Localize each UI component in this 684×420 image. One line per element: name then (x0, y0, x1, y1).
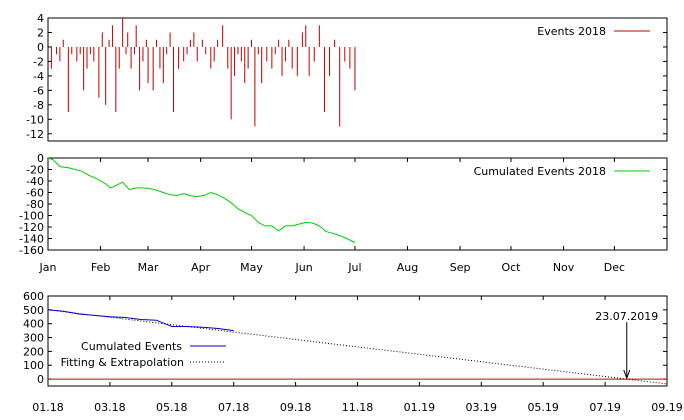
x-tick-label: Sep (450, 261, 471, 274)
x-tick-label: Jun (294, 261, 312, 274)
x-tick-label: 05.19 (527, 401, 559, 414)
x-tick-label: Nov (553, 261, 575, 274)
y-tick-label: -4 (33, 70, 44, 83)
x-tick-label: Jul (347, 261, 361, 274)
x-tick-label: 11.18 (342, 401, 374, 414)
y-tick-label: 200 (23, 345, 44, 358)
y-tick-label: -120 (19, 221, 44, 234)
y-tick-label: -80 (26, 198, 44, 211)
cumulated-events-line (47, 309, 234, 332)
y-tick-label: -160 (19, 244, 44, 257)
y-tick-label: 500 (23, 304, 44, 317)
legend-label: Cumulated Events 2018 (474, 165, 606, 178)
y-tick-label: 600 (23, 290, 44, 303)
y-tick-label: -60 (26, 187, 44, 200)
y-tick-label: -100 (19, 210, 44, 223)
x-tick-label: Oct (501, 261, 521, 274)
fit-extrapolation-line (47, 309, 668, 385)
x-tick-label: Apr (191, 261, 211, 274)
y-tick-label: 400 (23, 318, 44, 331)
x-tick-label: 09.18 (280, 401, 312, 414)
y-tick-label: 0 (37, 41, 44, 54)
x-tick-label: Dec (604, 261, 625, 274)
x-tick-label: 07.19 (589, 401, 621, 414)
y-tick-label: -12 (26, 128, 44, 141)
events-bar-panel: 42 0-2 -4-6 -8-10 -12 Events 2018 (26, 12, 668, 142)
legend-label: Cumulated Events (81, 340, 182, 353)
x-tick-label: 01.18 (32, 401, 64, 414)
x-tick-label: Feb (91, 261, 110, 274)
y-tick-label: 4 (37, 12, 44, 25)
x-tick-label: 05.18 (156, 401, 188, 414)
y-tick-label: -40 (26, 175, 44, 188)
x-tick-label: May (240, 261, 263, 274)
x-tick-label: Jan (39, 261, 57, 274)
x-tick-label: Aug (397, 261, 418, 274)
x-tick-label: 03.19 (466, 401, 498, 414)
x-tick-label: 09.19 (651, 401, 683, 414)
y-tick-label: 0 (37, 152, 44, 165)
cumulated-events-panel: 0-20-40-60-80-100-120-140-160 Jan Feb Mar Ap… (19, 152, 668, 274)
annotation-label: 23.07.2019 (595, 310, 658, 323)
annotation-arrow-head (623, 369, 631, 380)
y-tick-label: -2 (33, 55, 44, 68)
y-tick-label: -20 (26, 164, 44, 177)
y-tick-label: 100 (23, 359, 44, 372)
y-tick-label: -140 (19, 233, 44, 246)
cumulated-line (47, 157, 356, 243)
x-tick-label: 01.19 (404, 401, 436, 414)
x-tick-label: Mar (138, 261, 159, 274)
plot-frame (47, 17, 668, 142)
y-tick-label: -6 (33, 84, 44, 97)
y-tick-label: 2 (37, 26, 44, 39)
y-tick-label: -8 (33, 99, 44, 112)
y-tick-label: -10 (26, 113, 44, 126)
y-tick-label: 300 (23, 332, 44, 345)
y-tick-label: 0 (37, 373, 44, 386)
legend-label: Events 2018 (537, 25, 606, 38)
legend-label: Fitting & Extrapolation (61, 356, 184, 369)
x-tick-label: 03.18 (94, 401, 126, 414)
x-tick-label: 07.18 (218, 401, 250, 414)
